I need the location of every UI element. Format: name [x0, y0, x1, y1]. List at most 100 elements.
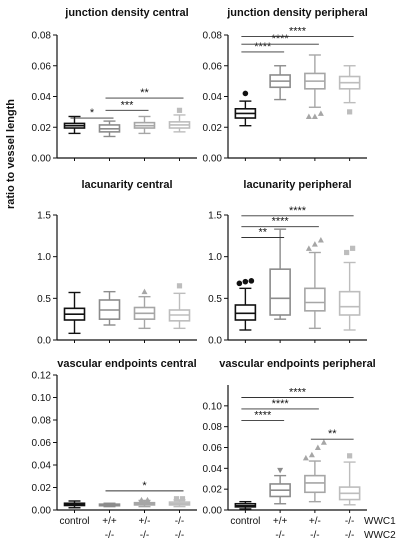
box-2 — [98, 290, 121, 326]
box-iqr — [304, 474, 326, 494]
y-tick-label: 0.02 — [203, 485, 223, 496]
outlier-point — [138, 496, 145, 503]
outlier-point — [173, 496, 180, 502]
box-iqr — [338, 290, 361, 316]
box-4 — [338, 65, 361, 115]
box-1 — [234, 500, 257, 510]
panel-1: junction density central 0.00 0.02 0.04 0.06… — [32, 7, 197, 165]
box-4 — [168, 107, 191, 133]
y-tick-label: 1.0 — [208, 252, 222, 263]
y-tick-label: 0.10 — [32, 393, 52, 404]
outlier-point — [350, 245, 356, 251]
outlier-point — [314, 444, 321, 450]
box-4 — [168, 283, 191, 330]
y-tick-label: 0.00 — [32, 506, 52, 517]
box-4 — [338, 245, 361, 331]
outlier-point — [277, 467, 284, 474]
row-label-wwc1: WWC1 — [364, 516, 396, 527]
group-label-top: -/- — [175, 516, 184, 527]
box-1 — [63, 291, 86, 335]
box-1 — [234, 278, 257, 331]
x-axis-group-labels: control +/+ -/- +/- -/- -/- -/- control +/+ -/- +/… — [59, 516, 354, 541]
y-tick-label: 0.08 — [32, 416, 52, 427]
box-3 — [304, 237, 326, 330]
box-iqr — [269, 268, 291, 316]
outlier-point — [236, 280, 243, 287]
outlier-point — [308, 451, 315, 458]
y-tick-label: 0.04 — [203, 92, 223, 103]
y-tick-label: 0.08 — [32, 31, 52, 42]
group-label-top: +/+ — [273, 516, 288, 527]
significance-label: **** — [254, 409, 272, 421]
y-tick-label: 0.0 — [37, 336, 51, 347]
panel-title: junction density central — [64, 7, 188, 19]
significance-label: **** — [272, 398, 290, 410]
y-tick-label: 0.06 — [203, 61, 223, 72]
y-tick-label: 0.04 — [32, 92, 52, 103]
y-tick-label: 0.0 — [208, 336, 222, 347]
panel-title: vascular endpoints central — [57, 358, 196, 370]
significance-label: **** — [272, 33, 290, 45]
significance-label: * — [90, 107, 95, 119]
group-label-bottom: -/- — [310, 530, 319, 541]
box-3 — [133, 115, 156, 135]
group-label-top: control — [59, 516, 89, 527]
y-tick-label: 0.10 — [203, 401, 223, 412]
outlier-point — [344, 249, 350, 256]
significance-label: ** — [328, 428, 337, 440]
outlier-point — [305, 245, 312, 251]
y-tick-label: 0.08 — [203, 31, 223, 42]
outlier-point — [347, 109, 353, 115]
y-tick-label: 0.00 — [203, 506, 223, 517]
significance-label: * — [142, 480, 147, 492]
group-label-top: +/- — [139, 516, 151, 527]
box-iqr — [304, 287, 326, 312]
outlier-point — [242, 278, 249, 285]
y-tick-label: 0.04 — [203, 464, 223, 475]
group-label-top: -/- — [345, 516, 354, 527]
outlier-point — [320, 439, 327, 445]
row-label-wwc2: WWC2 — [364, 530, 396, 541]
panel-title: vascular endpoints peripheral — [219, 358, 376, 370]
box-3 — [133, 288, 156, 330]
y-tick-label: 1.0 — [37, 252, 51, 263]
y-axis-label: ratio to vessel length — [5, 99, 17, 209]
panel-title: junction density peripheral — [226, 7, 368, 19]
panel-6: vascular endpoints peripheral 0.00 0.02 0.0… — [203, 358, 376, 517]
outlier-point — [317, 110, 324, 116]
y-tick-label: 1.5 — [208, 211, 222, 222]
group-label-top: +/+ — [102, 516, 117, 527]
outlier-point — [242, 90, 249, 97]
box-4 — [338, 453, 361, 506]
outlier-point — [144, 496, 151, 503]
group-label-bottom: -/- — [175, 530, 184, 541]
panels: junction density central 0.00 0.02 0.04 0.06… — [32, 7, 376, 517]
significance-label: **** — [272, 216, 290, 228]
y-tick-label: 0.06 — [32, 438, 52, 449]
y-tick-label: 0.5 — [208, 294, 222, 305]
y-tick-label: 0.5 — [37, 294, 51, 305]
box-3 — [133, 496, 156, 508]
y-tick-label: 0.06 — [203, 443, 223, 454]
significance-label: **** — [289, 387, 307, 399]
outlier-point — [317, 237, 324, 243]
y-tick-label: 0.02 — [32, 483, 52, 494]
y-tick-label: 0.00 — [203, 154, 223, 165]
box-3 — [302, 439, 327, 503]
group-label-bottom: -/- — [140, 530, 149, 541]
outlier-point — [176, 107, 183, 113]
outlier-point — [305, 113, 312, 119]
box-1 — [63, 115, 86, 135]
box-2 — [98, 120, 121, 138]
box-2 — [98, 502, 121, 508]
outlier-point — [311, 113, 318, 119]
significance-label: *** — [121, 99, 135, 111]
panel-2: junction density peripheral 0.00 0.02 0.04 0… — [203, 7, 368, 165]
group-label-top: control — [230, 516, 260, 527]
outlier-point — [176, 283, 183, 289]
panel-5: vascular endpoints central 0.00 0.02 0.04 0.… — [32, 358, 197, 517]
box-2 — [269, 228, 291, 320]
outlier-point — [141, 288, 148, 295]
outlier-point — [302, 454, 309, 461]
